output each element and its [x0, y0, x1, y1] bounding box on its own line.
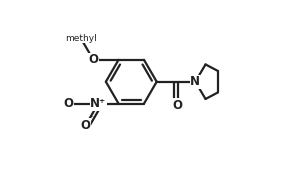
Text: O: O [88, 53, 98, 66]
Text: O: O [173, 99, 183, 112]
Text: ⁻: ⁻ [89, 115, 93, 124]
Text: O: O [81, 119, 91, 132]
Text: O: O [63, 97, 73, 110]
Text: N⁺: N⁺ [90, 97, 106, 110]
Text: methyl: methyl [65, 34, 97, 43]
Text: N: N [190, 75, 200, 88]
